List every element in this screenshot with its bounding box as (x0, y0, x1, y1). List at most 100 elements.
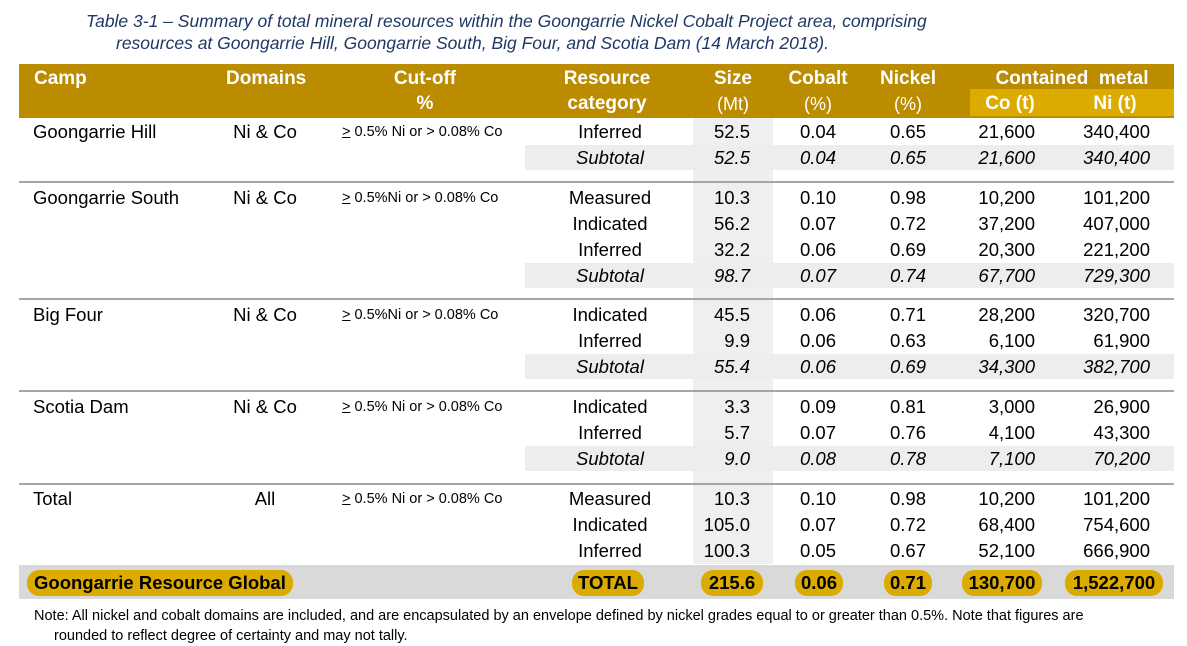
size-cell: 55.4 (713, 356, 750, 377)
size-cell: 45.5 (713, 304, 750, 325)
group-separator (19, 181, 1174, 183)
subtotal-label: Subtotal (576, 147, 644, 168)
category-cell: Measured (568, 488, 652, 509)
domains-value: All (254, 488, 276, 509)
greater-equal-sign: > (342, 307, 351, 323)
nickel-cell: 0.65 (889, 121, 926, 142)
total-co-tonnes-badge: 130,700 (962, 570, 1042, 596)
category-cell: Indicated (572, 304, 648, 325)
domains-value: Ni & Co (233, 187, 297, 208)
size-cell: 9.0 (724, 448, 750, 469)
nickel-cell: 0.63 (889, 330, 926, 351)
cobalt-cell: 0.04 (799, 147, 836, 168)
cobalt-cell: 0.08 (799, 448, 836, 469)
total-nickel-badge: 0.71 (884, 570, 932, 596)
category-cell: Inferred (578, 540, 642, 561)
header-size-unit: (Mt) (717, 94, 749, 114)
ni-tonnes-cell: 340,400 (1083, 147, 1150, 168)
total-size-badge: 215.6 (701, 570, 763, 596)
size-cell: 5.7 (724, 422, 750, 443)
size-cell: 9.9 (724, 330, 750, 351)
co-tonnes-cell: 6,100 (988, 330, 1035, 351)
nickel-cell: 0.98 (889, 187, 926, 208)
co-tonnes-cell: 10,200 (978, 187, 1035, 208)
header-resource: Resource (563, 68, 651, 89)
cobalt-cell: 0.07 (799, 213, 836, 234)
header-co-tonnes: Co (t) (985, 93, 1035, 114)
cobalt-cell: 0.06 (799, 330, 836, 351)
co-tonnes-cell: 21,600 (978, 147, 1035, 168)
co-tonnes-cell: 7,100 (988, 448, 1035, 469)
co-tonnes-cell: 20,300 (978, 239, 1035, 260)
subtotal-label: Subtotal (576, 356, 644, 377)
camp-name: Goongarrie Hill (33, 121, 157, 142)
category-cell: Indicated (572, 213, 648, 234)
size-cell: 105.0 (703, 514, 750, 535)
greater-equal-sign: > (342, 399, 351, 415)
size-cell: 3.3 (724, 396, 750, 417)
ni-tonnes-cell: 61,900 (1093, 330, 1150, 351)
size-cell: 10.3 (713, 488, 750, 509)
cobalt-cell: 0.06 (799, 304, 836, 325)
header-nickel: Nickel (880, 68, 936, 89)
ni-tonnes-cell: 407,000 (1083, 213, 1150, 234)
nickel-cell: 0.65 (889, 147, 926, 168)
co-tonnes-cell: 68,400 (978, 514, 1035, 535)
ni-tonnes-cell: 382,700 (1083, 356, 1150, 377)
greater-equal-sign: > (342, 124, 351, 140)
camp-name: Total (33, 488, 73, 509)
co-tonnes-cell: 52,100 (978, 540, 1035, 561)
header-contained-metal: Contained metal (995, 68, 1149, 89)
ni-tonnes-cell: 729,300 (1083, 265, 1150, 286)
header-ni-tonnes: Ni (t) (1093, 93, 1137, 114)
ni-tonnes-cell: 43,300 (1093, 422, 1150, 443)
group-separator (19, 390, 1174, 392)
nickel-cell: 0.71 (889, 304, 926, 325)
cobalt-cell: 0.10 (799, 187, 836, 208)
cobalt-cell: 0.10 (799, 488, 836, 509)
size-cell: 10.3 (713, 187, 750, 208)
ni-tonnes-cell: 101,200 (1083, 187, 1150, 208)
subtotal-band (525, 263, 1174, 288)
co-tonnes-cell: 21,600 (978, 121, 1035, 142)
size-cell: 52.5 (713, 121, 750, 142)
subtotal-label: Subtotal (576, 448, 644, 469)
category-cell: Inferred (578, 330, 642, 351)
nickel-cell: 0.72 (889, 514, 926, 535)
subtotal-band (525, 145, 1174, 170)
domains-value: Ni & Co (233, 121, 297, 142)
subtotal-label: Subtotal (576, 265, 644, 286)
ni-tonnes-cell: 666,900 (1083, 540, 1150, 561)
nickel-cell: 0.69 (889, 239, 926, 260)
size-cell: 98.7 (713, 265, 750, 286)
category-cell: Indicated (572, 396, 648, 417)
group-separator (19, 483, 1174, 485)
subtotal-band (525, 354, 1174, 379)
ni-tonnes-cell: 70,200 (1093, 448, 1150, 469)
cutoff-value: > 0.5%Ni or > 0.08% Co (342, 185, 498, 211)
cutoff-text: 0.5% Ni or > 0.08% Co (350, 124, 503, 140)
camp-name: Scotia Dam (33, 396, 129, 417)
cutoff-value: > 0.5%Ni or > 0.08% Co (342, 302, 498, 328)
size-cell: 52.5 (713, 147, 750, 168)
domains-value: Ni & Co (233, 304, 297, 325)
caption-line-1: Table 3-1 – Summary of total mineral res… (86, 11, 927, 31)
ni-tonnes-cell: 320,700 (1083, 304, 1150, 325)
co-tonnes-cell: 37,200 (978, 213, 1035, 234)
co-tonnes-cell: 34,300 (978, 356, 1035, 377)
subtotal-band (525, 446, 1174, 471)
cutoff-value: > 0.5% Ni or > 0.08% Co (342, 394, 502, 420)
greater-equal-sign: > (342, 491, 351, 507)
co-tonnes-cell: 3,000 (988, 396, 1035, 417)
co-tonnes-cell: 28,200 (978, 304, 1035, 325)
nickel-cell: 0.74 (889, 265, 926, 286)
size-column-highlight (693, 118, 773, 564)
camp-name: Big Four (33, 304, 103, 325)
total-ni-tonnes-badge: 1,522,700 (1065, 570, 1163, 596)
nickel-cell: 0.98 (889, 488, 926, 509)
table-note: Note: All nickel and cobalt domains are … (34, 606, 1154, 646)
global-total-label: Goongarrie Resource Global (27, 570, 293, 596)
cobalt-cell: 0.06 (799, 239, 836, 260)
co-tonnes-cell: 67,700 (978, 265, 1035, 286)
cobalt-cell: 0.07 (799, 514, 836, 535)
